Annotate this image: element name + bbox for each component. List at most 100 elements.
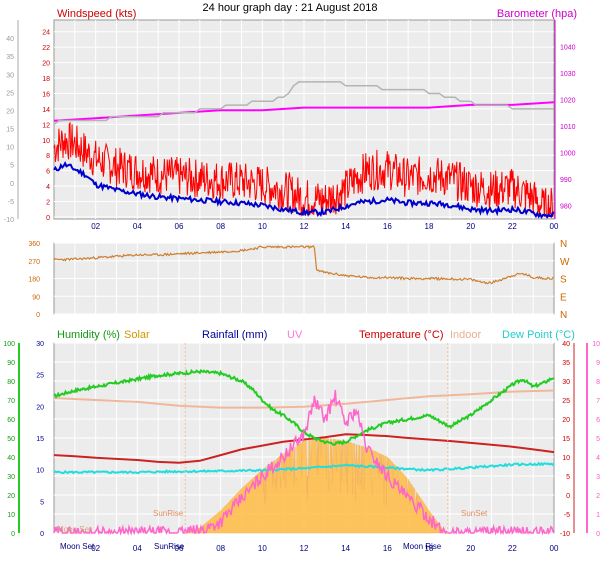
barometer-tick-label: 1040 <box>560 45 576 52</box>
uv-tick-label: 6 <box>596 417 600 424</box>
sunrise-marker: SunRise <box>153 509 184 518</box>
moon-set-label: Moon Set <box>60 542 95 551</box>
windspeed-tick-label: 6 <box>46 169 50 176</box>
temperature-tick-label: 10 <box>562 455 570 462</box>
sunset-marker: SunSet <box>461 509 488 518</box>
wind-hour-label-8: 18 <box>425 222 434 231</box>
wind-series <box>53 81 555 220</box>
rainfall-tick-label: 30 <box>36 341 44 348</box>
uv-tick-label: 10 <box>592 341 600 348</box>
environment-hour-label-9: 20 <box>466 544 475 553</box>
environment-hour-label-10: 22 <box>508 544 517 553</box>
wind-outer-tick-label: 25 <box>6 90 14 97</box>
windspeed-tick-label: 22 <box>42 45 50 52</box>
temperature-tick-label: 20 <box>562 417 570 424</box>
windspeed-tick-label: 20 <box>42 61 50 68</box>
environment-hour-label-0: 02 <box>91 544 100 553</box>
temperature-tick-label: 25 <box>562 398 570 405</box>
wind-outer-tick-label: 20 <box>6 108 14 115</box>
humidity-tick-label: 50 <box>7 436 15 443</box>
humidity-tick-label: 40 <box>7 455 15 462</box>
temperature-tick-label: 5 <box>566 474 570 481</box>
solar-legend-label: Solar <box>124 329 150 341</box>
moon-set-marker: Moon Set <box>57 525 92 534</box>
uv-tick-label: 0 <box>596 531 600 538</box>
barometer-tick-label: 990 <box>560 177 572 184</box>
windspeed-tick-label: 8 <box>46 153 50 160</box>
windspeed-tick-label: 12 <box>42 122 50 129</box>
direction-tick-label: 270 <box>28 259 40 266</box>
rainfall-tick-label: 0 <box>40 531 44 538</box>
uv-line <box>53 389 555 536</box>
windspeed-tick-label: 10 <box>42 138 50 145</box>
temperature-tick-label: 40 <box>562 341 570 348</box>
barometer-tick-label: 1000 <box>560 151 576 158</box>
environment-hour-label-5: 12 <box>300 544 309 553</box>
environment-hour-label-8: 18 <box>425 544 434 553</box>
environment-panel: 02 04 06 08 10 12 14 16 18 20 22 00 -10-50510152025… <box>3 329 600 553</box>
humidity-tick-label: 70 <box>7 398 15 405</box>
humidity-tick-label: 60 <box>7 417 15 424</box>
barometer-tick-label: 980 <box>560 204 572 211</box>
environment-hour-label-11: 00 <box>550 544 559 553</box>
environment-axes: -10-505101520253035400102030405060708090… <box>3 341 600 538</box>
temperature-line <box>53 433 555 464</box>
uv-tick-label: 7 <box>596 398 600 405</box>
rainfall-tick-label: 10 <box>36 468 44 475</box>
environment-series <box>53 368 555 536</box>
uv-tick-label: 5 <box>596 436 600 443</box>
barometer-tick-label: 1020 <box>560 98 576 105</box>
humidity-tick-label: 100 <box>3 341 15 348</box>
humidity-tick-label: 0 <box>11 531 15 538</box>
windspeed-tick-label: 2 <box>46 200 50 207</box>
uv-tick-label: 8 <box>596 379 600 386</box>
temperature-tick-label: 35 <box>562 360 570 367</box>
uv-tick-label: 9 <box>596 360 600 367</box>
temperature-tick-label: -5 <box>564 512 570 519</box>
indoor-legend-label: Indoor <box>450 329 482 341</box>
wind-hour-label-1: 04 <box>133 222 142 231</box>
compass-label: E <box>560 292 567 303</box>
wind-hour-label-0: 02 <box>91 222 100 231</box>
dewpoint-line <box>53 461 555 475</box>
wind-grid: 02 04 06 08 10 12 14 16 18 20 22 00 <box>54 20 559 231</box>
humidity-legend-label: Humidity (%) <box>57 329 120 341</box>
sunrise-label: SunRise <box>154 542 185 551</box>
wind-direction-line <box>53 245 555 285</box>
wind-outer-tick-label: -10 <box>4 217 14 224</box>
wind-gray-line <box>53 81 554 125</box>
temperature-tick-label: -10 <box>560 531 570 538</box>
wind-hour-label-3: 08 <box>216 222 225 231</box>
wind-outer-tick-label: 40 <box>6 36 14 43</box>
uv-tick-label: 4 <box>596 455 600 462</box>
humidity-tick-label: 10 <box>7 512 15 519</box>
page-title: 24 hour graph day : 21 August 2018 <box>203 2 378 14</box>
humidity-tick-label: 30 <box>7 474 15 481</box>
windspeed-legend-label: Windspeed (kts) <box>57 8 136 20</box>
wind-hour-label-6: 14 <box>341 222 350 231</box>
humidity-tick-label: 90 <box>7 360 15 367</box>
uv-legend-label: UV <box>287 329 303 341</box>
uv-tick-label: 2 <box>596 493 600 500</box>
rainfall-tick-label: 5 <box>40 499 44 506</box>
humidity-tick-label: 20 <box>7 493 15 500</box>
direction-tick-label: 180 <box>28 277 40 284</box>
compass-label: N <box>560 310 567 321</box>
windspeed-tick-label: 4 <box>46 184 50 191</box>
direction-series <box>53 245 555 285</box>
windspeed-tick-label: 16 <box>42 91 50 98</box>
wind-hour-label-10: 22 <box>508 222 517 231</box>
sun-moon-annotations: Moon Set SunRise SunSet Moon Set SunRise Moon… <box>57 343 488 551</box>
wind-outer-tick-label: -5 <box>8 199 14 206</box>
wind-outer-tick-label: 0 <box>10 181 14 188</box>
wind-outer-tick-label: 35 <box>6 54 14 61</box>
direction-tick-label: 90 <box>32 294 40 301</box>
compass-label: S <box>560 275 567 286</box>
windspeed-tick-label: 14 <box>42 107 50 114</box>
temperature-legend-label: Temperature (°C) <box>359 329 443 341</box>
wind-avg-line <box>53 160 555 220</box>
environment-hour-label-7: 16 <box>383 544 392 553</box>
barometer-line <box>53 101 555 122</box>
